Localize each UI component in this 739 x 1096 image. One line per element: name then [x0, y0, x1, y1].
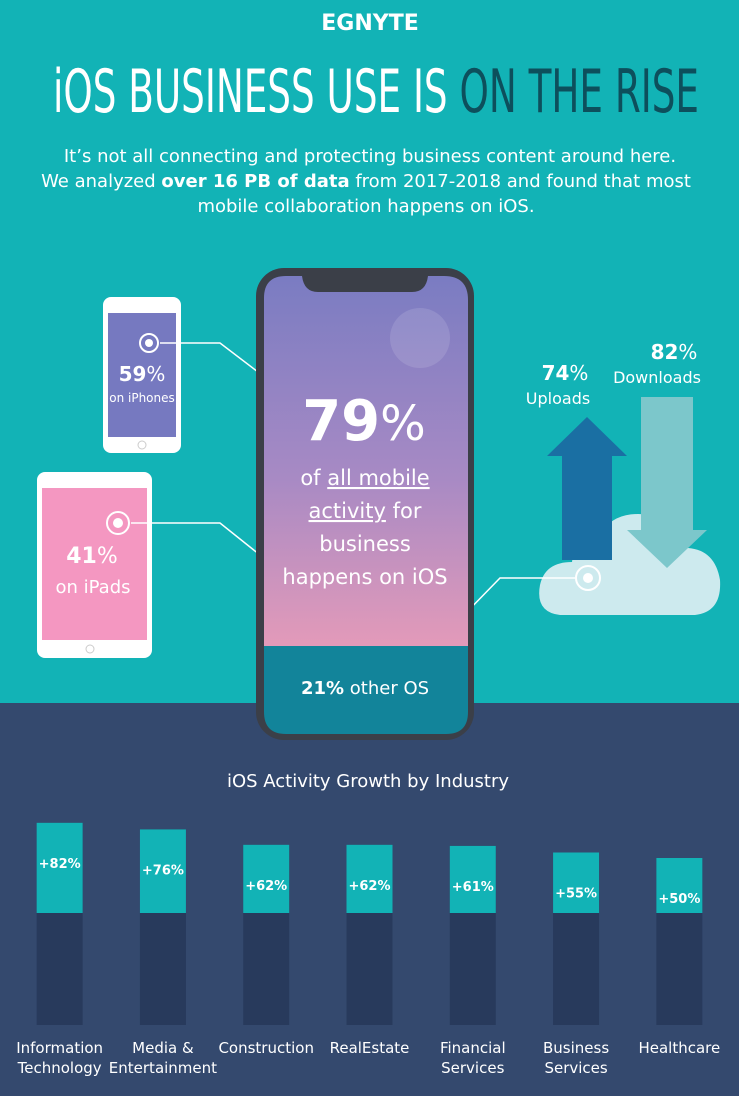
- ios-line: activity for: [309, 499, 422, 523]
- ios-line: of all mobile: [300, 466, 429, 490]
- intro-line: We analyzed over 16 PB of data from 2017…: [41, 171, 691, 192]
- downloads-value: 82%: [651, 340, 698, 364]
- pin-dot: [583, 573, 593, 583]
- unit: %: [569, 361, 588, 385]
- number: 82: [651, 340, 679, 364]
- iphones-label: on iPhones: [109, 391, 175, 405]
- phone-screen: [264, 276, 468, 646]
- pin-dot: [145, 339, 153, 347]
- unit: %: [326, 678, 344, 699]
- value-label: +50%: [658, 892, 700, 907]
- number: 74: [542, 361, 570, 385]
- pin-dot: [113, 518, 123, 528]
- pin: [106, 511, 130, 535]
- x-tick-label: Construction: [218, 1039, 314, 1057]
- unit: %: [380, 396, 426, 452]
- unit: %: [146, 362, 165, 386]
- upload-arrow: [547, 417, 627, 560]
- value-label: +62%: [245, 879, 287, 894]
- pin: [139, 333, 159, 353]
- x-tick-label: Information: [16, 1039, 103, 1057]
- intro: It’s not all connecting and protecting b…: [41, 146, 691, 217]
- label: other OS: [350, 678, 429, 699]
- x-tick-label: Business: [543, 1039, 609, 1057]
- ipad-screen: [42, 488, 147, 640]
- iphone-screen: [108, 313, 176, 437]
- home-button: [85, 644, 95, 654]
- connector: [461, 577, 575, 618]
- chart-title: iOS Activity Growth by Industry: [227, 771, 509, 792]
- number: 21: [301, 678, 326, 699]
- bar: [656, 858, 703, 913]
- value-label: +55%: [555, 887, 597, 902]
- home-button: [137, 440, 147, 450]
- unit: %: [97, 544, 118, 569]
- x-tick-label: Entertainment: [109, 1059, 217, 1077]
- bar: [553, 852, 600, 913]
- bar: [139, 829, 186, 913]
- ios-value: 79%: [302, 389, 426, 454]
- intro-line: mobile collaboration happens on iOS.: [197, 196, 534, 217]
- intro-line: It’s not all connecting and protecting b…: [64, 146, 676, 167]
- number: 79: [302, 389, 380, 454]
- value-label: +61%: [452, 880, 494, 895]
- value-label: +76%: [142, 863, 184, 878]
- value-label: +62%: [348, 879, 390, 894]
- headline-accent: ON THE RISE: [459, 57, 699, 127]
- uploads-label: Uploads: [526, 389, 590, 408]
- downloads-label: Downloads: [613, 368, 701, 387]
- x-tick-label: RealEstate: [330, 1039, 410, 1057]
- uploads-value: 74%: [542, 361, 589, 385]
- ios-underlined: all mobile: [327, 466, 429, 490]
- bar: [449, 845, 496, 913]
- number: 59: [119, 362, 147, 386]
- headline: iOS BUSINESS USE IS ON THE RISE: [53, 57, 699, 127]
- bg-icon: [390, 308, 450, 368]
- ios-underlined: activity: [309, 499, 386, 523]
- bar: [243, 844, 290, 913]
- ipads-value: 41%: [66, 544, 118, 569]
- bar: [346, 844, 393, 913]
- phone-screen-bottom: [264, 646, 468, 734]
- x-tick-label: Services: [441, 1059, 504, 1077]
- x-tick-label: Media &: [132, 1039, 194, 1057]
- x-tick-label: Technology: [17, 1059, 102, 1077]
- ios-word: of: [300, 466, 327, 490]
- ios-text: of all mobile activity for business happ…: [282, 466, 447, 589]
- ios-line: business: [319, 532, 411, 556]
- intro-bold: over 16 PB of data: [161, 171, 349, 192]
- ios-line: happens on iOS: [282, 565, 447, 589]
- other-os: 21% other OS: [301, 678, 429, 699]
- ipads-label: on iPads: [55, 577, 130, 598]
- logo: EGNYTE: [321, 11, 418, 36]
- number: 41: [66, 544, 97, 569]
- bar: [36, 822, 83, 913]
- pin: [575, 565, 601, 591]
- intro-text: from 2017-2018 and found that most: [350, 171, 691, 192]
- iphones-value: 59%: [119, 362, 166, 386]
- value-label: +82%: [39, 857, 81, 872]
- headline-part: iOS BUSINESS USE IS: [53, 57, 448, 127]
- download-arrow: [627, 397, 707, 568]
- x-tick-label: Financial: [440, 1039, 506, 1057]
- ios-word: for: [386, 499, 422, 523]
- notch: [302, 276, 428, 292]
- x-tick-label: Healthcare: [638, 1039, 720, 1057]
- x-tick-label: Services: [544, 1059, 607, 1077]
- intro-text: We analyzed: [41, 171, 161, 192]
- unit: %: [678, 340, 697, 364]
